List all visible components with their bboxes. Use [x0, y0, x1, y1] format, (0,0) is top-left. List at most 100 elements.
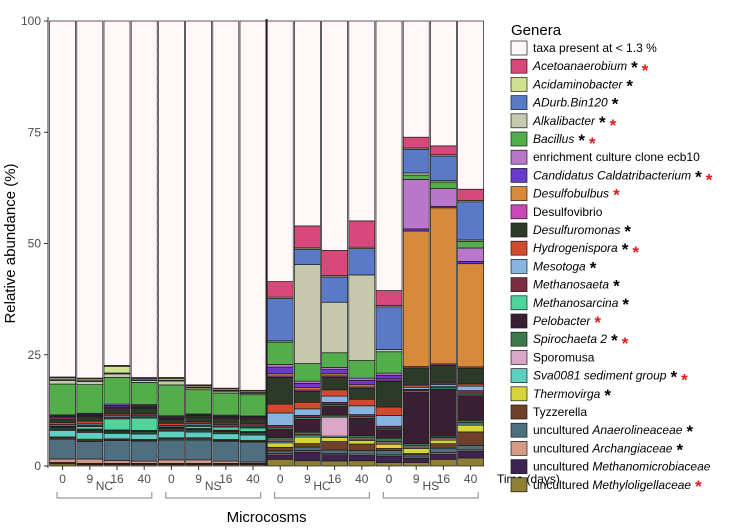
bar-segment-hc-40-g05	[348, 443, 376, 451]
legend-swatch-g12	[510, 277, 528, 292]
bar-segment-nc-0-g20	[49, 383, 76, 416]
legend-label-g16: Desulfovibrio	[533, 205, 603, 219]
x-tick-label-day: 0	[168, 472, 175, 486]
bar-segment-hc-9-g15	[294, 390, 321, 403]
bar-segment-hc-9-g20	[294, 363, 321, 382]
legend-swatch-g07	[510, 368, 528, 383]
x-tick-label-day: 9	[304, 472, 311, 486]
bar-segment-ns-0-g20	[158, 384, 185, 417]
legend-label-g25: taxa present at < 1.3 %	[533, 41, 657, 55]
bar-segment-nc-16-g07	[103, 433, 131, 440]
bar-segment-ns-0-g04	[158, 439, 185, 461]
bar-segment-hc-9-g04	[294, 446, 321, 451]
x-tick-label-day: 9	[195, 472, 202, 486]
bar-segment-hs-9-g22	[402, 148, 430, 174]
bar-segment-hc-40-g25	[348, 20, 376, 222]
bar-segment-hs-0-g25	[375, 20, 403, 291]
bar-segment-hs-40-g05	[457, 431, 484, 446]
bar-segment-nc-16-g20	[103, 377, 131, 405]
legend-swatch-g18	[510, 168, 528, 183]
bar-segment-hs-40-g04	[457, 445, 484, 451]
bar-segment-ns-16-g20	[212, 392, 240, 416]
legend-title: Genera	[511, 22, 562, 39]
legend-label-g23: Acidaminobacter *	[532, 76, 633, 95]
bar-segment-hs-0-g24	[375, 290, 403, 306]
bar-segment-hs-0-g22	[375, 306, 403, 350]
bar-segment-hc-9-g10	[294, 418, 321, 433]
legend-label-g20: Bacillus * *	[533, 131, 596, 153]
bar-segment-ns-0-g21	[158, 380, 185, 386]
legend-swatch-g02	[510, 459, 528, 474]
legend-swatch-g14	[510, 240, 528, 256]
bar-segment-hs-40-g15	[457, 367, 484, 385]
bar-segment-hc-9-g02	[294, 451, 321, 462]
legend-label-g11: Methanosarcina *	[533, 295, 629, 314]
bar-segment-ns-16-g25	[212, 20, 240, 389]
bar-segment-hc-40-g24	[348, 220, 376, 248]
legend-label-g09: Spirochaeta 2 * *	[533, 331, 629, 353]
bar-segment-nc-16-g21	[103, 373, 131, 378]
bar-segment-hc-16-g10	[321, 405, 348, 416]
legend-swatch-g21	[510, 113, 528, 129]
bar-segment-nc-16-g04	[103, 440, 131, 462]
bar-segment-hs-9-g15	[402, 367, 430, 386]
bar-segment-hc-40-g14	[348, 398, 376, 407]
bar-segment-ns-9-g07	[185, 431, 212, 439]
legend-swatch-g01	[510, 477, 528, 493]
bar-segment-hs-40-g06	[457, 424, 484, 433]
bar-segment-ns-9-g03	[185, 459, 212, 464]
group-bracket-ns	[165, 492, 262, 499]
bar-segment-nc-9-g03	[76, 458, 104, 464]
legend-swatch-g17	[510, 186, 528, 201]
bar-segment-hc-16-g24	[321, 250, 348, 277]
bar-segment-nc-9-g14	[76, 420, 104, 425]
bar-segment-hc-40-g15	[348, 387, 376, 400]
bar-segment-hs-16-g20	[430, 181, 457, 190]
bar-segment-ns-9-g04	[185, 439, 212, 461]
legend-swatch-g05	[510, 404, 528, 420]
x-tick-label-day: 16	[437, 472, 451, 486]
bar-segment-hs-9-g02	[402, 457, 430, 463]
bar-segment-nc-9-g20	[76, 384, 104, 414]
legend-label-g22: ADurb.Bin120 *	[532, 95, 619, 114]
y-tick-label-25: 25	[28, 348, 42, 362]
bar-segment-hc-16-g21	[321, 301, 348, 354]
legend-swatch-g25	[510, 40, 528, 56]
bar-segment-hc-9-g22	[294, 248, 321, 265]
bar-segment-hc-16-g14	[321, 389, 348, 397]
bar-segment-hs-0-g01	[375, 462, 403, 467]
bar-segment-hc-16-g05	[321, 441, 348, 451]
y-tick-label-0: 0	[34, 459, 41, 473]
bar-segment-hs-16-g17	[430, 207, 457, 365]
bar-segment-hs-16-g02	[430, 453, 457, 460]
legend-swatch-g04	[510, 422, 528, 438]
bar-segment-hs-16-g15	[430, 364, 457, 384]
bar-segment-nc-9-g15	[76, 416, 104, 422]
bar-segment-hc-40-g20	[348, 360, 376, 379]
bar-segment-hc-9-g06	[294, 436, 321, 444]
legend-swatch-g08	[510, 350, 528, 365]
legend-label-g01: uncultured Methyloligellaceae *	[533, 477, 702, 496]
legend-swatch-g19	[510, 149, 528, 165]
bar-segment-hc-16-g22	[321, 276, 348, 303]
group-bracket-nc	[56, 492, 153, 499]
bar-segment-ns-0-g15	[158, 418, 185, 424]
bar-segment-hc-0-g13	[266, 412, 294, 426]
bar-segment-hc-16-g18	[321, 369, 348, 375]
y-tick-label-75: 75	[28, 125, 42, 139]
x-tick-label-day: 16	[219, 472, 233, 486]
bar-segment-ns-9-g25	[185, 20, 212, 386]
bar-segment-nc-9-g04	[76, 441, 104, 460]
legend-label-g21: Alkalibacter * *	[532, 113, 617, 135]
x-axis-title: Microcosms	[227, 509, 307, 526]
bar-segment-hs-9-g06	[402, 448, 430, 454]
legend-swatch-g24	[510, 58, 528, 74]
axes: 0 25 50 75 100 Relative abundance (%) 0 9 16 40 0 9…	[2, 14, 560, 526]
legend-label-g13: Mesotoga *	[533, 258, 597, 277]
bar-segment-hs-9-g01	[402, 462, 430, 467]
group-bracket-hc	[274, 492, 370, 499]
legend-label-g07: Sva0081 sediment group * *	[533, 368, 688, 390]
bar-segment-hs-9-g25	[402, 20, 430, 138]
bar-segment-ns-16-g11	[212, 426, 240, 431]
